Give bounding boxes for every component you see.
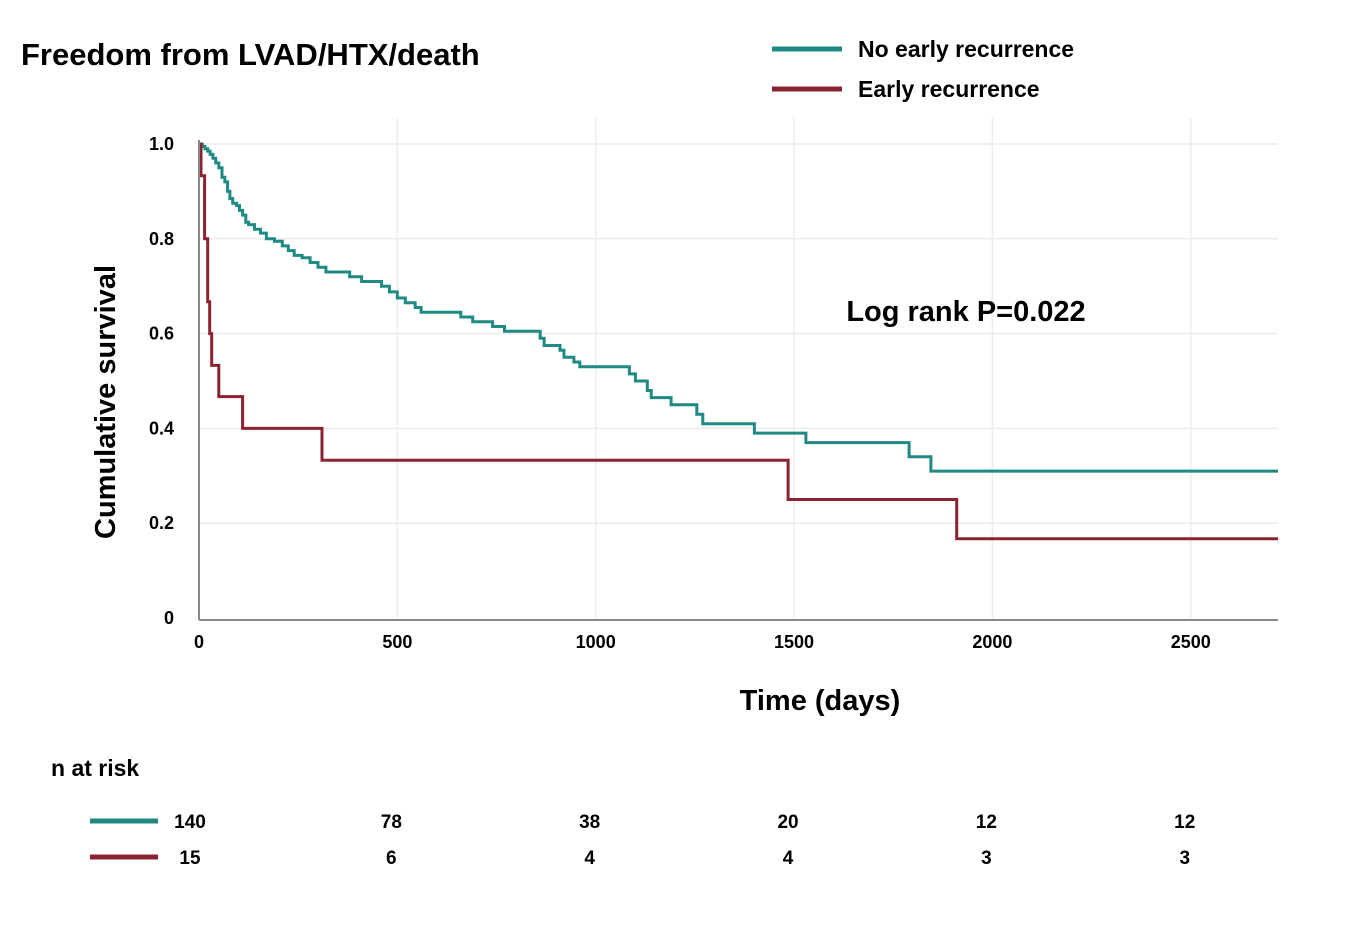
series-layer: [199, 142, 1278, 541]
risk-value-r0-c3: 20: [777, 812, 798, 833]
y-tick-label-4: 0.8: [149, 229, 174, 249]
x-axis-label: Time (days): [740, 685, 901, 717]
risk-table-title: n at risk: [51, 755, 139, 781]
risk-value-r0-c5: 12: [1174, 812, 1195, 833]
x-tick-labels: 0 500 1000 1500 2000 2500: [194, 632, 1211, 652]
legend: No early recurrence Early recurrence: [772, 36, 1074, 102]
log-rank-annotation: Log rank P=0.022: [846, 296, 1085, 328]
risk-value-r1-c5: 3: [1179, 848, 1190, 869]
risk-value-r1-c4: 3: [981, 848, 992, 869]
chart-title: Freedom from LVAD/HTX/death: [21, 37, 480, 72]
y-tick-label-1: 0.2: [149, 513, 174, 533]
risk-value-r0-c0: 140: [174, 812, 206, 833]
risk-value-r0-c2: 38: [579, 812, 600, 833]
y-tick-label-2: 0.4: [149, 418, 174, 438]
x-tick-label-1: 500: [382, 632, 412, 652]
x-tick-label-2: 1000: [576, 632, 616, 652]
x-tick-label-5: 2500: [1171, 632, 1211, 652]
risk-value-r1-c2: 4: [584, 848, 595, 869]
risk-table: 140 78 38 20 12 12 15 6 4 4 3 3: [90, 812, 1195, 869]
series-line-no-early-recurrence: [199, 142, 1278, 473]
axes: [198, 140, 1278, 621]
y-tick-label-5: 1.0: [149, 134, 174, 154]
gridlines: [199, 118, 1278, 618]
y-tick-label-0: 0: [164, 608, 174, 628]
risk-value-r0-c1: 78: [381, 812, 402, 833]
legend-label-no-early-recurrence: No early recurrence: [858, 36, 1074, 62]
risk-value-r1-c1: 6: [386, 848, 397, 869]
y-tick-labels: 0 0.2 0.4 0.6 0.8 1.0: [149, 134, 174, 628]
x-tick-label-3: 1500: [774, 632, 814, 652]
x-tick-label-0: 0: [194, 632, 204, 652]
legend-label-early-recurrence: Early recurrence: [858, 76, 1040, 102]
y-axis-label: Cumulative survival: [90, 265, 122, 539]
risk-value-r1-c0: 15: [179, 848, 201, 869]
risk-value-r0-c4: 12: [976, 812, 997, 833]
risk-value-r1-c3: 4: [783, 848, 794, 869]
series-line-early-recurrence: [199, 142, 1278, 541]
x-tick-label-4: 2000: [972, 632, 1012, 652]
y-tick-label-3: 0.6: [149, 324, 174, 344]
